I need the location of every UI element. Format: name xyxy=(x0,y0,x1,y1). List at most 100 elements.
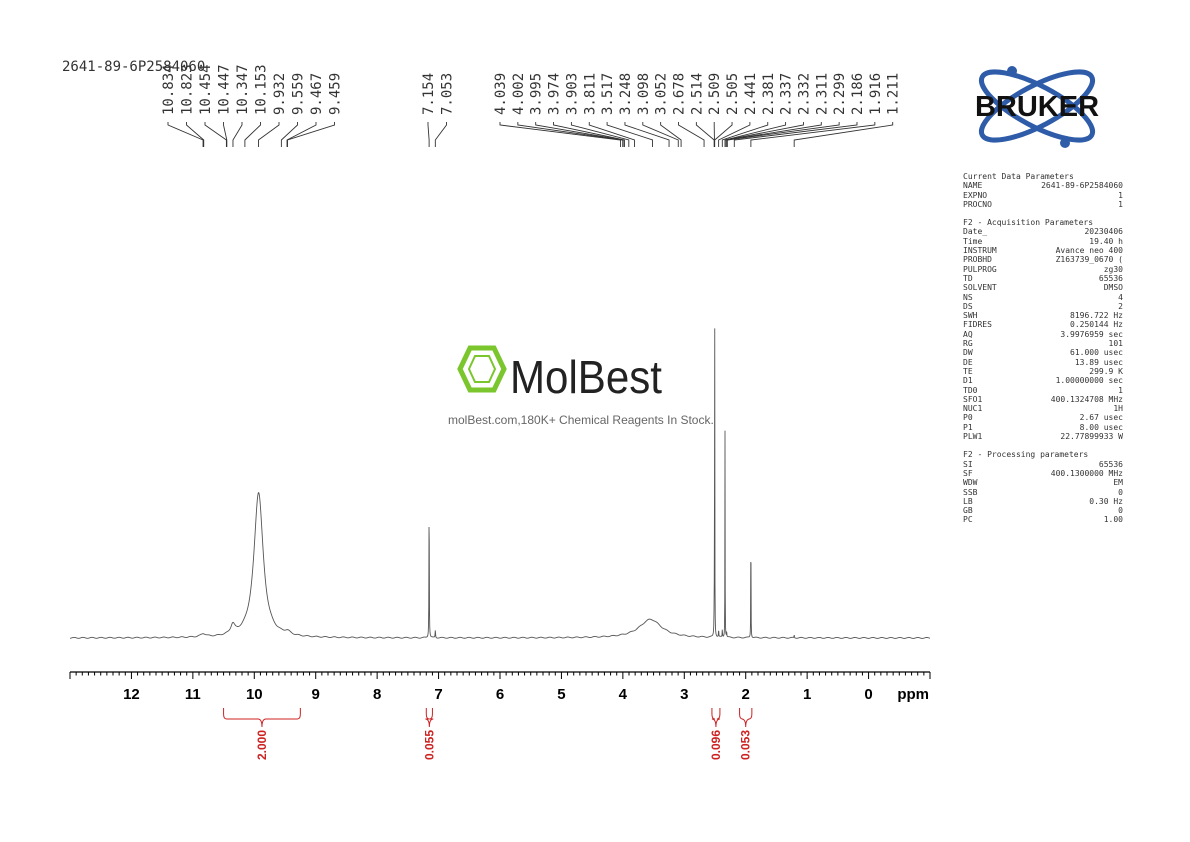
peak-label: 10.153 xyxy=(254,64,270,115)
param-row: P0 2.67 usec xyxy=(963,413,1123,422)
param-key: PROBHD xyxy=(963,255,992,265)
param-key: PC xyxy=(963,515,973,525)
peak-label-leader xyxy=(258,122,280,147)
param-row: FIDRES 0.250144 Hz xyxy=(963,320,1123,329)
peak-label: 10.834 xyxy=(161,64,177,115)
param-row: SOLVENT DMSO xyxy=(963,283,1123,292)
param-key: NUC1 xyxy=(963,404,983,414)
spectrum-line xyxy=(69,328,931,639)
peak-label-leader xyxy=(678,122,705,147)
current-params-title: Current Data Parameters xyxy=(963,172,1074,181)
param-row: NUC1 1H xyxy=(963,404,1123,413)
sample-title: 2641-89-6P2584060 xyxy=(62,59,206,75)
param-value: 400.1324708 MHz xyxy=(1050,394,1123,404)
param-row: DW 61.000 usec xyxy=(963,348,1123,357)
peak-label: 3.052 xyxy=(654,73,670,115)
peak-label: 10.454 xyxy=(198,64,214,115)
peak-label-leader xyxy=(695,122,715,147)
tick-label: 7 xyxy=(434,686,442,703)
peak-label: 3.995 xyxy=(529,73,545,115)
param-row: TD0 1 xyxy=(963,386,1123,395)
param-row: PULPROG zg30 xyxy=(963,265,1123,274)
param-row: PROBHD Z163739_0670 ( xyxy=(963,255,1123,264)
integrals: 2.000 0.055 0.096 0.053 xyxy=(223,708,753,760)
tick-label: 3 xyxy=(680,686,688,703)
peak-label-leader xyxy=(724,122,804,147)
acquisition-params-title: F2 - Acquisition Parameters xyxy=(963,218,1094,228)
peak-label: 10.823 xyxy=(180,64,196,115)
peak-label: 3.248 xyxy=(618,73,634,115)
param-key: SFO1 xyxy=(963,394,983,404)
tick-label: 5 xyxy=(557,686,565,703)
param-key: TD xyxy=(963,273,973,283)
param-value: 8196.722 Hz xyxy=(1070,311,1123,321)
param-value: 0.30 Hz xyxy=(1089,496,1123,506)
param-row: NAME 2641-89-6P2584060 xyxy=(963,181,1123,190)
param-value: 1 xyxy=(1118,199,1123,209)
peak-label: 1.211 xyxy=(886,73,902,115)
param-key: DE xyxy=(963,357,973,367)
tick-label: 8 xyxy=(373,686,381,703)
peak-label: 1.916 xyxy=(868,73,884,115)
param-key: P0 xyxy=(963,413,973,423)
peak-label: 2.332 xyxy=(796,73,812,115)
tick-label: 9 xyxy=(312,686,320,703)
param-key: NAME xyxy=(963,181,983,191)
peak-label: 2.311 xyxy=(814,73,830,115)
param-row: SSB 0 xyxy=(963,488,1123,497)
peak-label: 7.053 xyxy=(440,73,456,115)
param-row: D1 1.00000000 sec xyxy=(963,376,1123,385)
tick-label: 0 xyxy=(864,686,872,703)
peak-label: 2.441 xyxy=(743,73,759,115)
peak-label: 2.514 xyxy=(689,73,705,115)
param-row: RG 101 xyxy=(963,339,1123,348)
tick-label: 12 xyxy=(123,686,140,703)
processing-params-title: F2 - Processing parameters xyxy=(963,450,1089,460)
param-row: WDW EM xyxy=(963,478,1123,487)
param-row: SI 65536 xyxy=(963,460,1123,469)
integral-bracket xyxy=(711,708,721,728)
param-key: LB xyxy=(963,496,973,506)
peak-label: 10.347 xyxy=(235,64,251,115)
peak-label-leader xyxy=(553,122,625,147)
param-row: EXPNO 1 xyxy=(963,191,1123,200)
param-row: P1 8.00 usec xyxy=(963,423,1123,432)
peak-label-leader xyxy=(660,122,682,147)
peak-label: 2.337 xyxy=(779,73,795,115)
param-key: RG xyxy=(963,339,973,349)
param-value: EM xyxy=(1113,478,1123,488)
param-row: NS 4 xyxy=(963,293,1123,302)
parameter-panel: Current Data Parameters NAME 2641-89-6P25… xyxy=(963,172,1123,525)
watermark-caption: molBest.com,180K+ Chemical Reagents In S… xyxy=(448,413,714,427)
peak-label-leader xyxy=(287,122,335,147)
param-value: Z163739_0670 ( xyxy=(1055,255,1123,265)
param-key: SOLVENT xyxy=(963,283,997,293)
peak-label: 9.559 xyxy=(291,73,307,115)
param-value: 2 xyxy=(1118,301,1123,311)
param-value: 2641-89-6P2584060 xyxy=(1041,181,1123,191)
param-row: Date_ 20230406 xyxy=(963,227,1123,236)
param-value: 1H xyxy=(1113,404,1123,414)
peak-label: 3.811 xyxy=(582,73,598,115)
param-key: PROCNO xyxy=(963,199,992,209)
peak-label-leader xyxy=(499,122,621,147)
param-row: TD 65536 xyxy=(963,274,1123,283)
param-value: 1.00 xyxy=(1103,515,1123,525)
peak-label: 7.154 xyxy=(421,73,437,115)
tick-label: 2 xyxy=(742,686,750,703)
tick-label: 11 xyxy=(185,686,201,703)
peak-label-leader xyxy=(606,122,653,147)
molbest-watermark-logo: MolBest xyxy=(457,345,662,403)
peak-labels: 10.834 10.823 10.454 10.447 10.347 10.153 9.93… xyxy=(161,64,902,147)
peak-label-leader xyxy=(427,122,430,147)
peak-label-leader xyxy=(244,122,261,147)
param-value: 1 xyxy=(1118,385,1123,395)
param-value: Avance neo 400 xyxy=(1055,246,1123,256)
peak-label: 9.459 xyxy=(328,73,344,115)
param-row: PROCNO 1 xyxy=(963,200,1123,209)
acquisition-params-rows: Date_ 20230406 Time 19.40 h INSTRUM Avance ne… xyxy=(963,227,1123,441)
x-axis-label: ppm xyxy=(897,686,929,703)
peak-label-leader xyxy=(726,122,840,147)
param-value: 22.77899933 W xyxy=(1060,432,1123,442)
